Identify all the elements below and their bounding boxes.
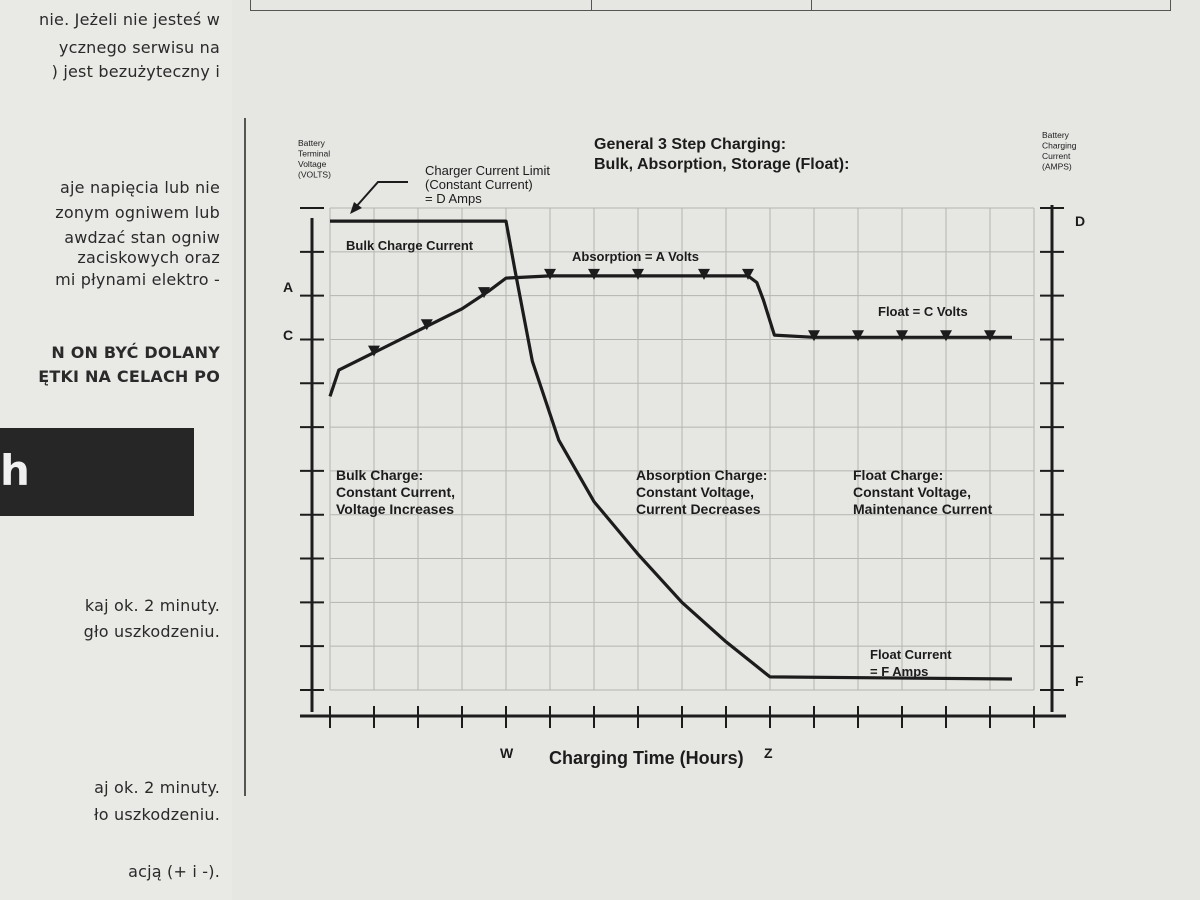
y-left-mark-label: A (283, 279, 293, 295)
charger-limit-annotation: (Constant Current) (425, 177, 533, 192)
y-right-axis-label: Current (1042, 151, 1071, 161)
top-table-fragment (250, 0, 1171, 11)
voltage-series-marker (420, 319, 433, 331)
voltage-series-marker (698, 268, 710, 280)
phase-label: Float Charge: (853, 467, 943, 483)
x-axis-label: Charging Time (Hours) (549, 748, 744, 768)
voltage-series-marker (544, 268, 556, 280)
left-page-bold-line: N ON BYĆ DOLANY (51, 343, 220, 362)
phase-label: Constant Current, (336, 484, 455, 500)
left-page-text-line: zaciskowych oraz (77, 248, 220, 267)
right-manual-page (232, 0, 1200, 900)
left-page-text-line: aj ok. 2 minuty. (94, 778, 220, 797)
left-page-text-line: kaj ok. 2 minuty. (84, 596, 220, 615)
y-right-mark-label: F (1075, 673, 1084, 689)
left-page-text-line: zonym ogniwem lub (55, 203, 220, 222)
margin-rule (244, 118, 246, 796)
left-page-text-line: acją (+ i -). (128, 862, 220, 881)
y-left-axis-label: Voltage (298, 159, 327, 169)
y-right-axis-label: Charging (1042, 141, 1077, 151)
current-series-line (330, 219, 1013, 681)
phase-label: Voltage Increases (336, 501, 454, 517)
chart-title: General 3 Step Charging: (594, 136, 786, 153)
bulk-current-annotation: Bulk Charge Current (346, 238, 474, 253)
charger-limit-annotation: Charger Current Limit (425, 163, 550, 178)
charger-limit-arrowhead (350, 202, 362, 214)
voltage-series-marker (852, 330, 864, 342)
y-right-axis-label: (AMPS) (1042, 162, 1072, 172)
left-page-text-line: awdzać stan ogniw (64, 228, 220, 247)
voltage-series-marker (742, 268, 754, 280)
left-page-bold-line: ĘTKI NA CELACH PO (38, 367, 220, 386)
float-current-annotation: Float Current (870, 647, 952, 662)
left-page-text-line: ) jest bezużyteczny i (51, 62, 220, 81)
phase-label: Constant Voltage, (853, 484, 971, 500)
left-page-text-line: ło uszkodzeniu. (94, 805, 220, 824)
left-page-text-line: ycznego serwisu na (58, 38, 220, 57)
x-mark-label: W (500, 745, 514, 761)
voltage-series-marker (368, 345, 380, 357)
phase-label: Maintenance Current (853, 501, 993, 517)
voltage-series-marker (896, 330, 908, 342)
y-left-axis-label: Battery (298, 138, 326, 148)
phase-label: Current Decreases (636, 501, 761, 517)
absorption-annotation: Absorption = A Volts (572, 249, 699, 264)
y-right-mark-label: D (1075, 213, 1085, 229)
y-left-mark-label: C (283, 327, 293, 343)
float-annotation: Float = C Volts (878, 304, 968, 319)
charger-limit-pointer (354, 181, 408, 209)
x-mark-label: Z (764, 745, 773, 761)
voltage-series-marker (588, 268, 600, 280)
left-page-text-line: mi płynami elektro - (55, 270, 220, 289)
charger-limit-annotation: = D Amps (425, 191, 482, 206)
phase-label: Absorption Charge: (636, 467, 767, 483)
left-manual-page: nie. Jeżeli nie jesteś w ycznego serwisu … (0, 0, 233, 900)
voltage-series-line (328, 274, 1012, 397)
left-page-text-line: aje napięcia lub nie (60, 178, 220, 197)
chart-title: Bulk, Absorption, Storage (Float): (594, 156, 849, 173)
section-header-band: h (0, 428, 194, 516)
phase-label: Constant Voltage, (636, 484, 754, 500)
voltage-series-marker (984, 330, 996, 342)
y-left-axis-label: (VOLTS) (298, 170, 331, 180)
voltage-series-marker (632, 268, 644, 280)
voltage-series-marker (940, 330, 952, 342)
section-header-text: h (0, 446, 30, 495)
left-page-text-line: nie. Jeżeli nie jesteś w (39, 10, 220, 29)
voltage-series-marker (478, 287, 490, 299)
y-right-axis-label: Battery (1042, 130, 1070, 140)
voltage-series-marker (808, 330, 820, 342)
y-left-axis-label: Terminal (298, 149, 330, 159)
phase-label: Bulk Charge: (336, 467, 423, 483)
float-current-annotation: = F Amps (870, 664, 928, 679)
left-page-text-line: gło uszkodzeniu. (83, 622, 220, 641)
